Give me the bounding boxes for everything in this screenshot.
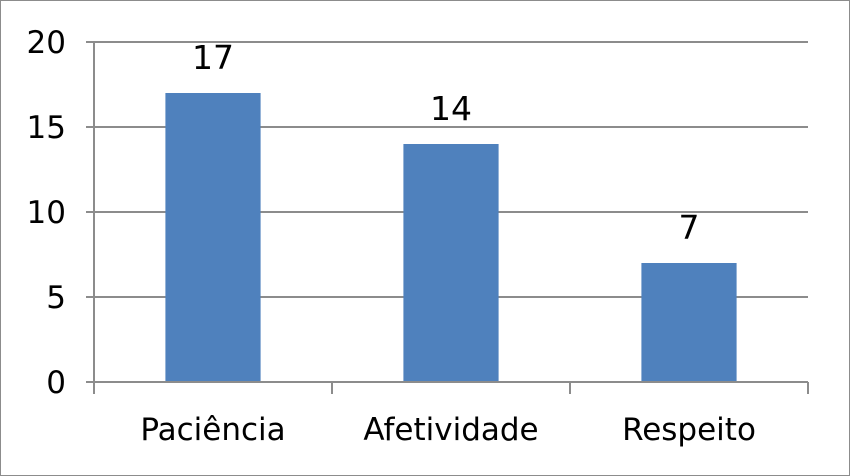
- category-label-0: Paciência: [140, 412, 285, 448]
- data-label-2: 7: [679, 208, 700, 247]
- y-tick-label-5: 5: [46, 280, 66, 316]
- bar-2: [641, 263, 737, 382]
- data-label-0: 17: [192, 38, 234, 77]
- data-label-1: 14: [430, 89, 472, 128]
- bar-1: [403, 144, 499, 382]
- bar-0: [165, 93, 261, 382]
- y-tick-label-15: 15: [27, 110, 66, 146]
- y-tick-label-0: 0: [46, 365, 66, 401]
- category-label-2: Respeito: [622, 412, 756, 448]
- y-tick-label-20: 20: [27, 25, 66, 61]
- y-tick-label-10: 10: [27, 195, 66, 231]
- category-label-1: Afetividade: [363, 412, 538, 448]
